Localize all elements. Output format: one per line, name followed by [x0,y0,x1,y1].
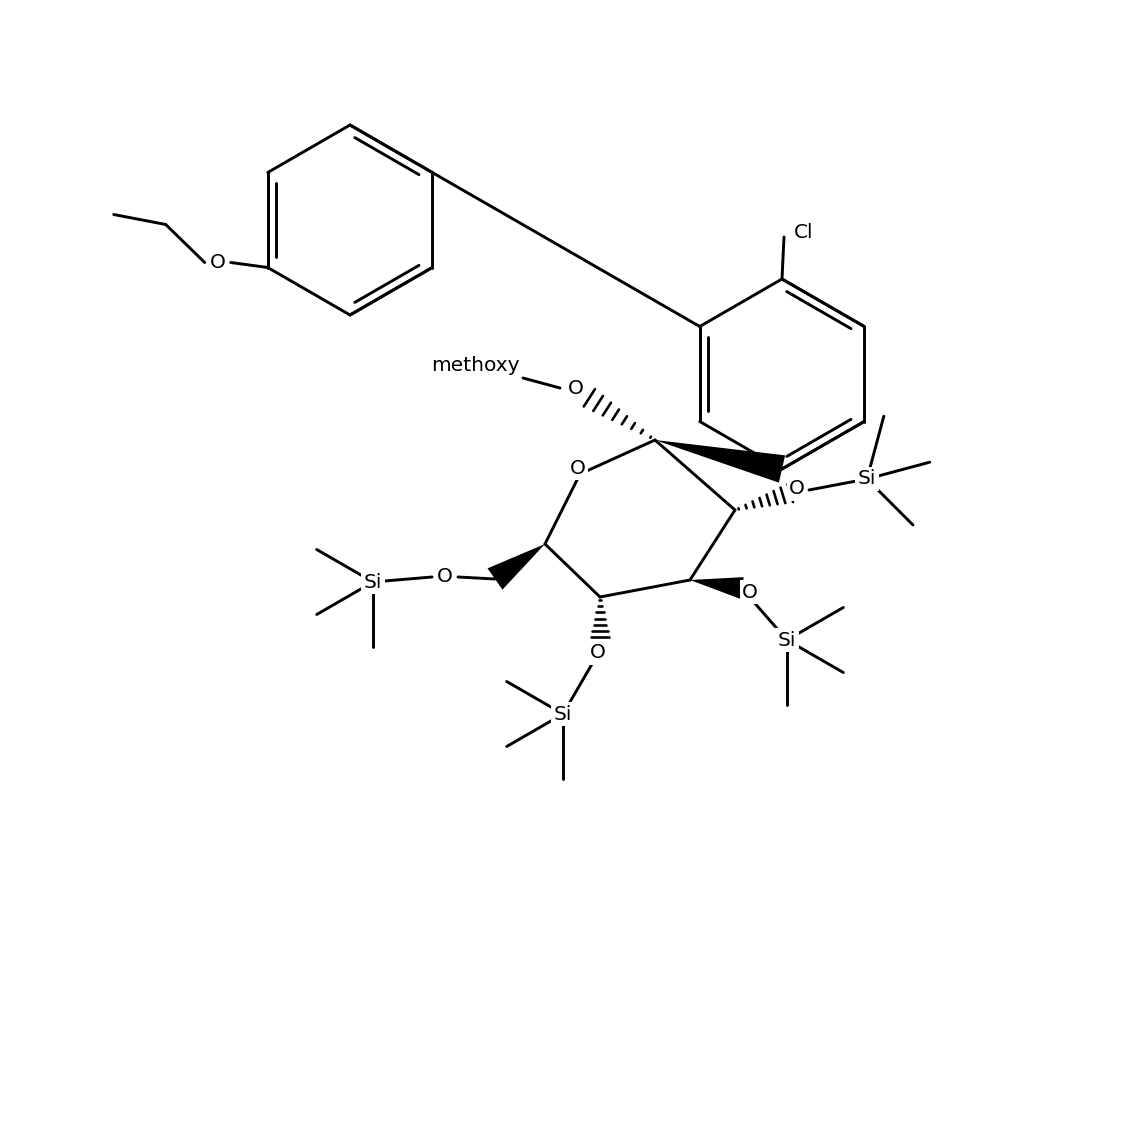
Text: Cl: Cl [794,222,814,241]
Text: O: O [568,378,584,397]
Polygon shape [690,577,743,599]
Text: O: O [570,459,586,478]
Text: O: O [789,479,805,498]
Text: Si: Si [554,705,572,724]
Text: Si: Si [364,572,382,591]
Text: O: O [437,568,453,587]
Polygon shape [655,440,785,482]
Text: Si: Si [777,631,797,650]
Text: O: O [742,582,758,601]
Text: O: O [209,252,225,272]
Polygon shape [487,544,545,590]
Text: methoxy: methoxy [431,356,519,375]
Text: Si: Si [858,469,876,488]
Text: O: O [591,644,605,662]
